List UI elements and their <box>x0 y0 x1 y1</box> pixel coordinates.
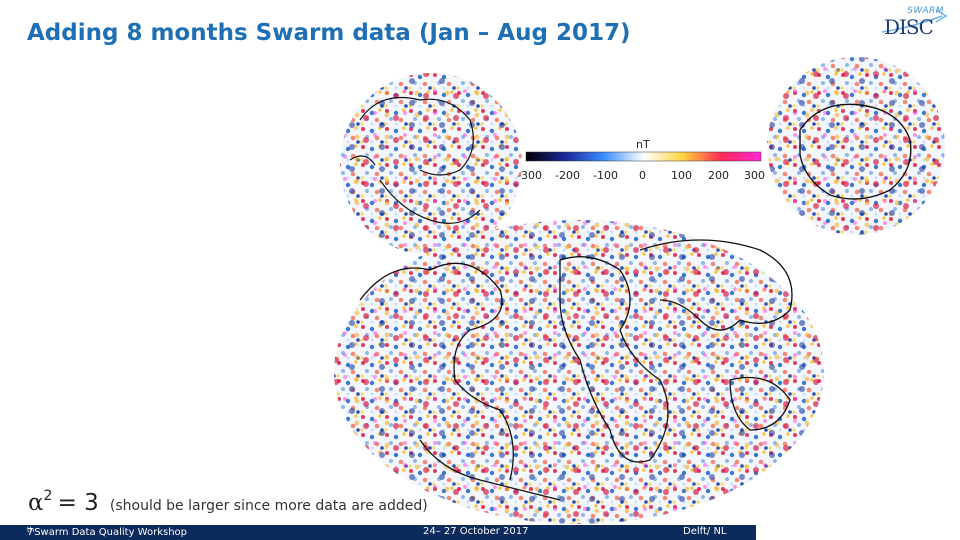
alpha-parameter-note: α2 = 3 (should be larger since more data… <box>28 488 428 516</box>
alpha-comment: (should be larger since more data are ad… <box>109 498 428 514</box>
coastlines-north <box>349 96 481 224</box>
swarm-disc-logo: SWARM DISC <box>880 6 950 40</box>
global-mollweide-map <box>334 220 824 524</box>
colorbar-unit: nT <box>636 138 650 151</box>
alpha-value: = 3 <box>57 490 99 516</box>
logo-swoosh-icon <box>881 9 948 33</box>
alpha-symbol: α <box>28 490 44 516</box>
coastlines-south <box>799 103 912 200</box>
colorbar-tick: -100 <box>593 169 618 182</box>
colorbar-tick: -200 <box>555 169 580 182</box>
logo-main-text: DISC <box>884 15 934 39</box>
colorbar-tick: 200 <box>708 169 729 182</box>
alpha-superscript: 2 <box>43 488 53 504</box>
colorbar-tick: 100 <box>671 169 692 182</box>
south-polar-map <box>767 57 945 235</box>
footer-workshop-name: Swarm Data Quality Workshop <box>34 527 187 538</box>
footer-workshop-number: 7 <box>27 527 34 538</box>
slide-title: Adding 8 months Swarm data (Jan – Aug 20… <box>27 20 631 46</box>
footer-workshop-ordinal: th <box>27 526 35 534</box>
logo-top-text: SWARM <box>907 6 944 16</box>
colorbar-tick: 300 <box>744 169 765 182</box>
colorbar-tick: -300 <box>517 169 542 182</box>
north-polar-map <box>340 73 522 255</box>
footer-place: Delft/ NL <box>683 526 727 537</box>
coastlines-global <box>359 239 793 501</box>
colorbar <box>525 151 762 162</box>
footer-dates: 24– 27 October 2017 <box>423 526 529 537</box>
colorbar-tick: 0 <box>639 169 646 182</box>
